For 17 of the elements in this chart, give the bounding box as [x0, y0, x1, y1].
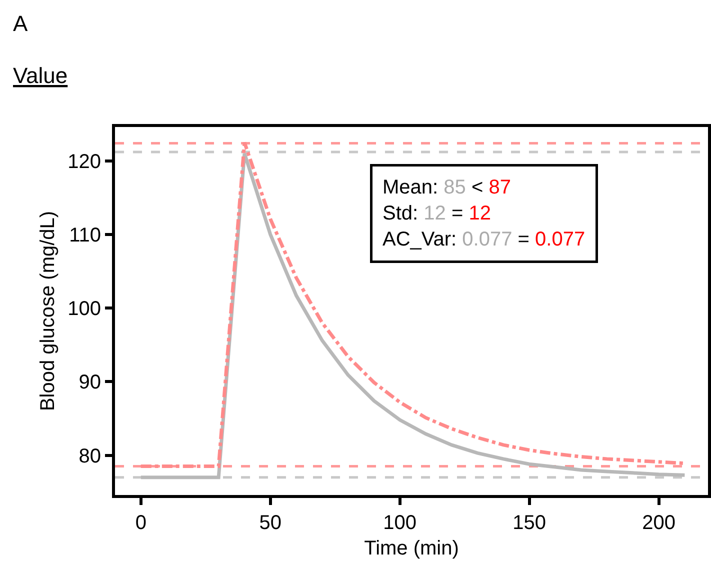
y-tick-label: 90 — [78, 372, 101, 394]
x-tick-label: 150 — [512, 512, 546, 534]
chart-title: A — [13, 11, 28, 36]
annotation: Mean: 85 < 87 — [382, 176, 511, 198]
x-tick-label: 50 — [259, 512, 282, 534]
chart-subtitle: Value — [13, 63, 68, 88]
y-axis-title: Blood glucose (mg/dL) — [37, 210, 60, 412]
x-tick-label: 100 — [383, 512, 417, 534]
y-tick-label: 100 — [68, 298, 101, 320]
x-tick-label: 200 — [642, 512, 676, 534]
x-tick-label: 0 — [135, 512, 146, 534]
y-tick-label: 110 — [69, 224, 101, 246]
y-tick-label: 120 — [68, 150, 101, 173]
annotation: Std: 12 = 12 — [382, 202, 491, 224]
y-tick-label: 80 — [78, 445, 101, 468]
annotation: AC_Var: 0.077 = 0.077 — [382, 228, 586, 250]
x-axis-title: Time (min) — [364, 538, 459, 560]
